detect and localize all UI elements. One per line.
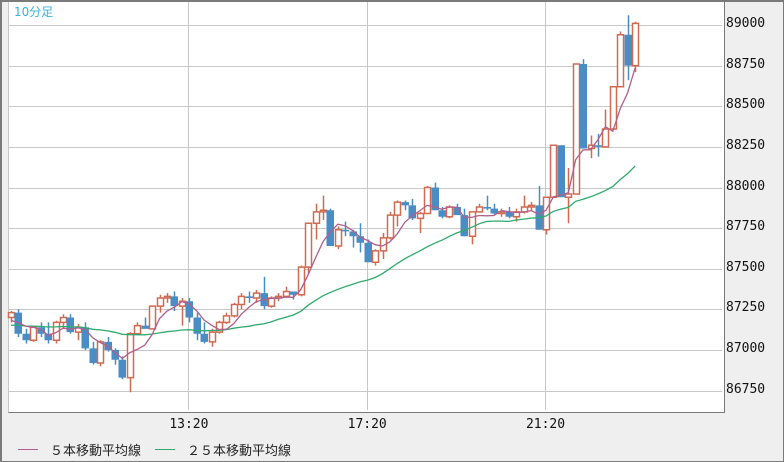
candle-body-up [282, 290, 291, 298]
candle-body-up [386, 214, 395, 239]
candle-body-down [594, 145, 602, 147]
candle-body-up [52, 321, 61, 341]
candle-body-down [579, 64, 587, 149]
candle-body-down [81, 327, 89, 349]
candle-body-down [453, 207, 461, 216]
candle-body-down [289, 291, 297, 295]
candle-body-down [438, 210, 446, 217]
y-tick-label: 89000 [726, 16, 766, 31]
y-tick-label: 87750 [726, 219, 766, 235]
candle-body-up [445, 206, 454, 218]
candle-body-up [616, 34, 625, 88]
candle-body-up [334, 229, 343, 247]
candle-body-up [416, 212, 425, 220]
candle-body-up [468, 211, 477, 237]
x-tick-label: 21:20 [525, 417, 566, 432]
candle-body-up [96, 341, 105, 364]
candle-body-up [601, 128, 610, 148]
candle-body-down [44, 333, 52, 341]
ma25-swatch-icon [155, 449, 175, 450]
period-label: 10分足 [14, 5, 54, 19]
candle-body-down [326, 210, 334, 246]
candle-body-down [193, 317, 201, 334]
candle-body-down [89, 348, 97, 363]
candle-body-up [393, 201, 402, 216]
legend-ma25: ２５本移動平均線 [155, 440, 291, 459]
candle-body-down [66, 317, 74, 333]
candle-body-up [312, 211, 321, 224]
candle-body-down [505, 211, 513, 217]
candle-body-up [222, 315, 231, 324]
candle-body-up [208, 331, 217, 343]
candle-body-down [22, 333, 30, 341]
y-tick-label: 87000 [726, 341, 766, 356]
candle-body-down [431, 187, 439, 211]
y-tick-label: 87500 [726, 259, 766, 275]
candle-body-down [185, 301, 193, 318]
candle-body-up [230, 303, 239, 317]
candle-body-up [148, 305, 157, 330]
candle-body-up [371, 250, 380, 263]
legend-ma5: ５本移動平均線 [18, 440, 141, 459]
candle-body-up [163, 295, 172, 299]
candle-body-down [408, 205, 416, 219]
y-tick-label: 88000 [726, 178, 766, 194]
candle-body-up [29, 326, 38, 341]
candle-body-up [252, 292, 261, 299]
candle-body-down [364, 242, 372, 263]
ma25-line [10, 165, 636, 336]
candle-body-down [341, 229, 349, 232]
candle-body-down [349, 231, 357, 237]
y-tick-label: 88250 [726, 137, 766, 153]
candle-body-up [423, 186, 432, 215]
candle-body-down [460, 215, 468, 237]
candle-body-up [549, 144, 558, 198]
y-tick-label: 86750 [726, 381, 766, 397]
y-tick-label: 88750 [726, 56, 766, 72]
candle-body-down [490, 208, 498, 214]
legend-ma25-label: ２５本移動平均線 [187, 444, 292, 459]
candle-body-up [527, 204, 536, 208]
candle-body-up [237, 295, 246, 306]
candle-body-down [401, 202, 409, 206]
candle-body-down [141, 325, 149, 329]
candle-body-up [126, 333, 135, 379]
candle-body-down [624, 34, 632, 66]
candle-body-up [156, 297, 165, 307]
ma5-line [10, 67, 636, 360]
candle-body-up [7, 311, 16, 319]
y-tick-label: 88500 [726, 97, 766, 113]
candle-body-up [59, 316, 68, 324]
candle-body-down [170, 296, 178, 307]
y-tick-label: 87250 [726, 300, 766, 316]
candle-body-down [245, 296, 253, 298]
candle-body-down [356, 236, 364, 243]
ma5-swatch-icon [18, 449, 38, 450]
x-tick-label: 13:20 [169, 417, 209, 432]
x-tick-label: 17:20 [347, 417, 387, 432]
candle-body-up [215, 321, 224, 333]
candle-body-down [557, 145, 565, 198]
candle-body-up [572, 63, 581, 195]
candle-body-down [118, 359, 126, 378]
candle-body-up [475, 206, 484, 213]
candle-body-up [304, 222, 313, 268]
candle-body-up [133, 324, 142, 335]
candle-body-down [111, 350, 119, 360]
candle-body-down [483, 207, 491, 209]
candle-body-up [542, 196, 551, 231]
legend-ma5-label: ５本移動平均線 [50, 444, 142, 459]
candle-body-down [200, 333, 208, 342]
candle-body-up [319, 209, 328, 213]
candle-body-up [631, 22, 640, 67]
candle-body-up [564, 193, 573, 198]
